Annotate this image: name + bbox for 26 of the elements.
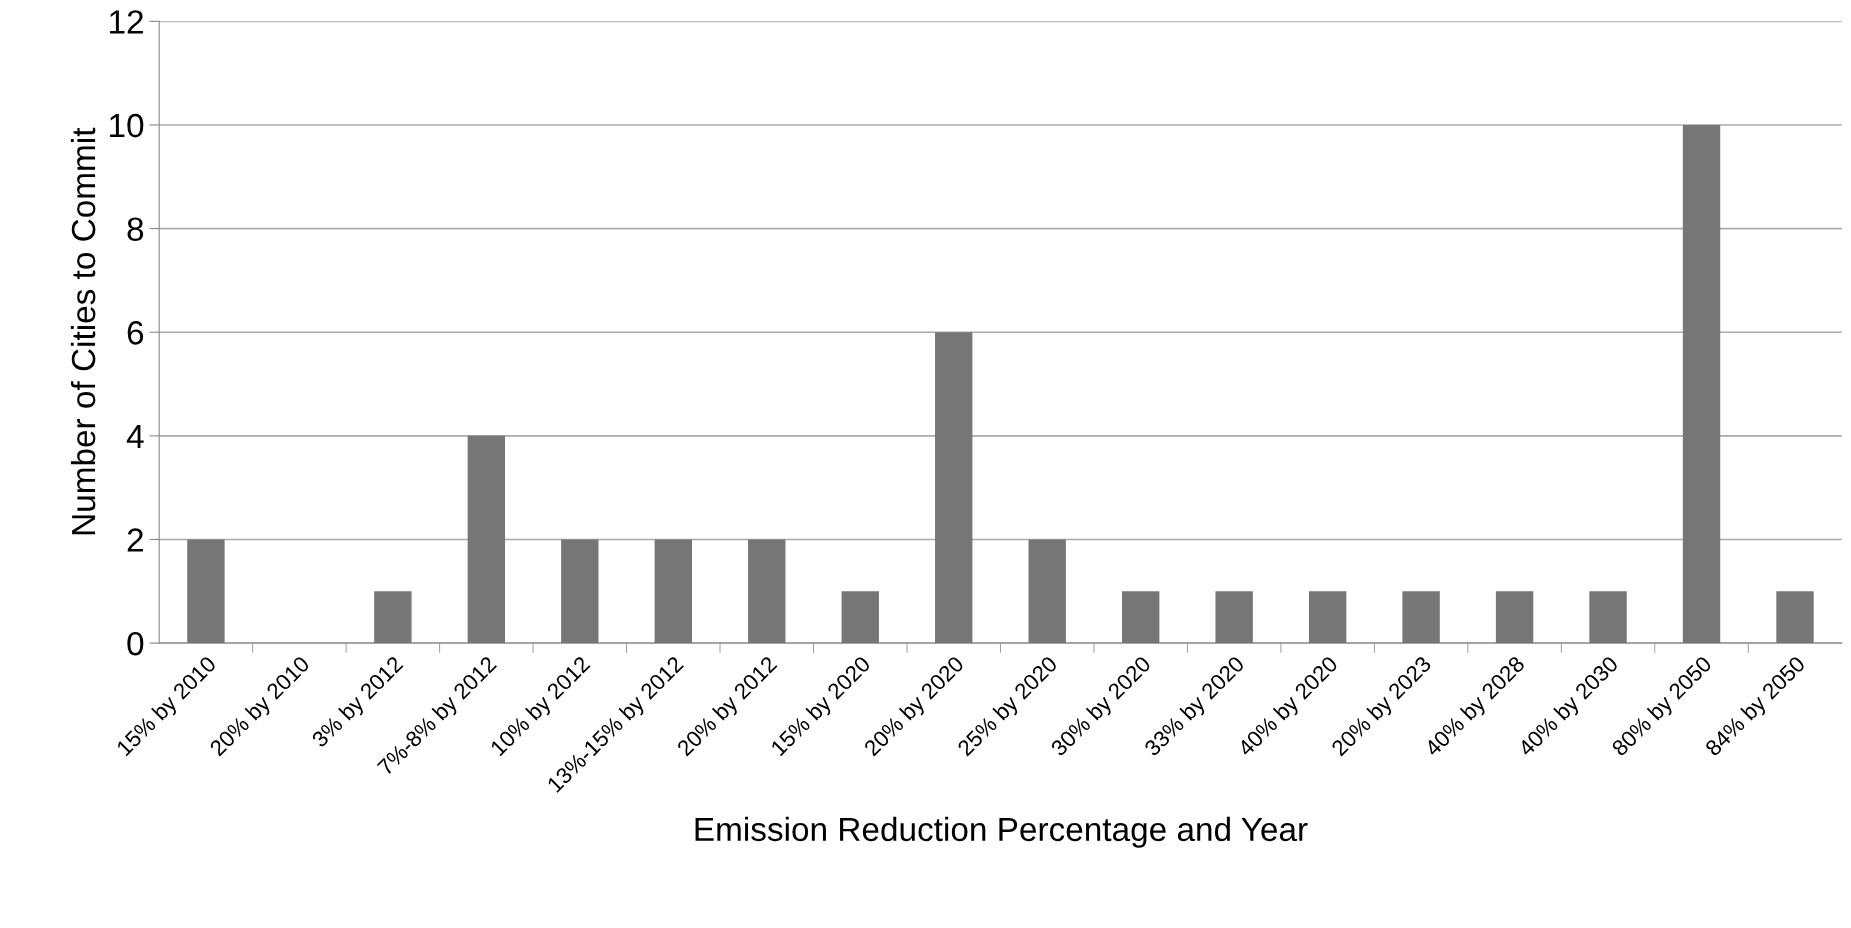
bar bbox=[187, 539, 225, 644]
bar bbox=[1028, 539, 1066, 644]
y-tick-label: 0 bbox=[127, 631, 144, 656]
y-axis-title: Number of Cities to Commit bbox=[70, 127, 96, 535]
bar bbox=[1495, 591, 1534, 644]
y-tick-label: 6 bbox=[127, 321, 144, 345]
bar bbox=[467, 435, 506, 644]
y-tick-label: 8 bbox=[127, 217, 144, 241]
y-tick-label: 2 bbox=[127, 528, 143, 552]
x-axis-title: Emission Reduction Percentage and Year bbox=[695, 816, 1308, 848]
y-tick-label: 12 bbox=[110, 10, 143, 34]
bar bbox=[1308, 591, 1347, 644]
bar bbox=[1402, 591, 1440, 644]
bar bbox=[748, 539, 786, 644]
bar bbox=[374, 591, 412, 644]
bar bbox=[1121, 591, 1160, 644]
y-tick-label: 4 bbox=[126, 425, 144, 448]
bar bbox=[1682, 124, 1721, 644]
bar bbox=[841, 591, 879, 644]
bar bbox=[1776, 591, 1814, 644]
bar bbox=[1215, 591, 1253, 644]
bar bbox=[654, 539, 692, 644]
bar bbox=[935, 332, 973, 644]
y-tick-label: 10 bbox=[110, 113, 144, 138]
bar bbox=[1589, 591, 1627, 644]
bar bbox=[561, 539, 599, 644]
